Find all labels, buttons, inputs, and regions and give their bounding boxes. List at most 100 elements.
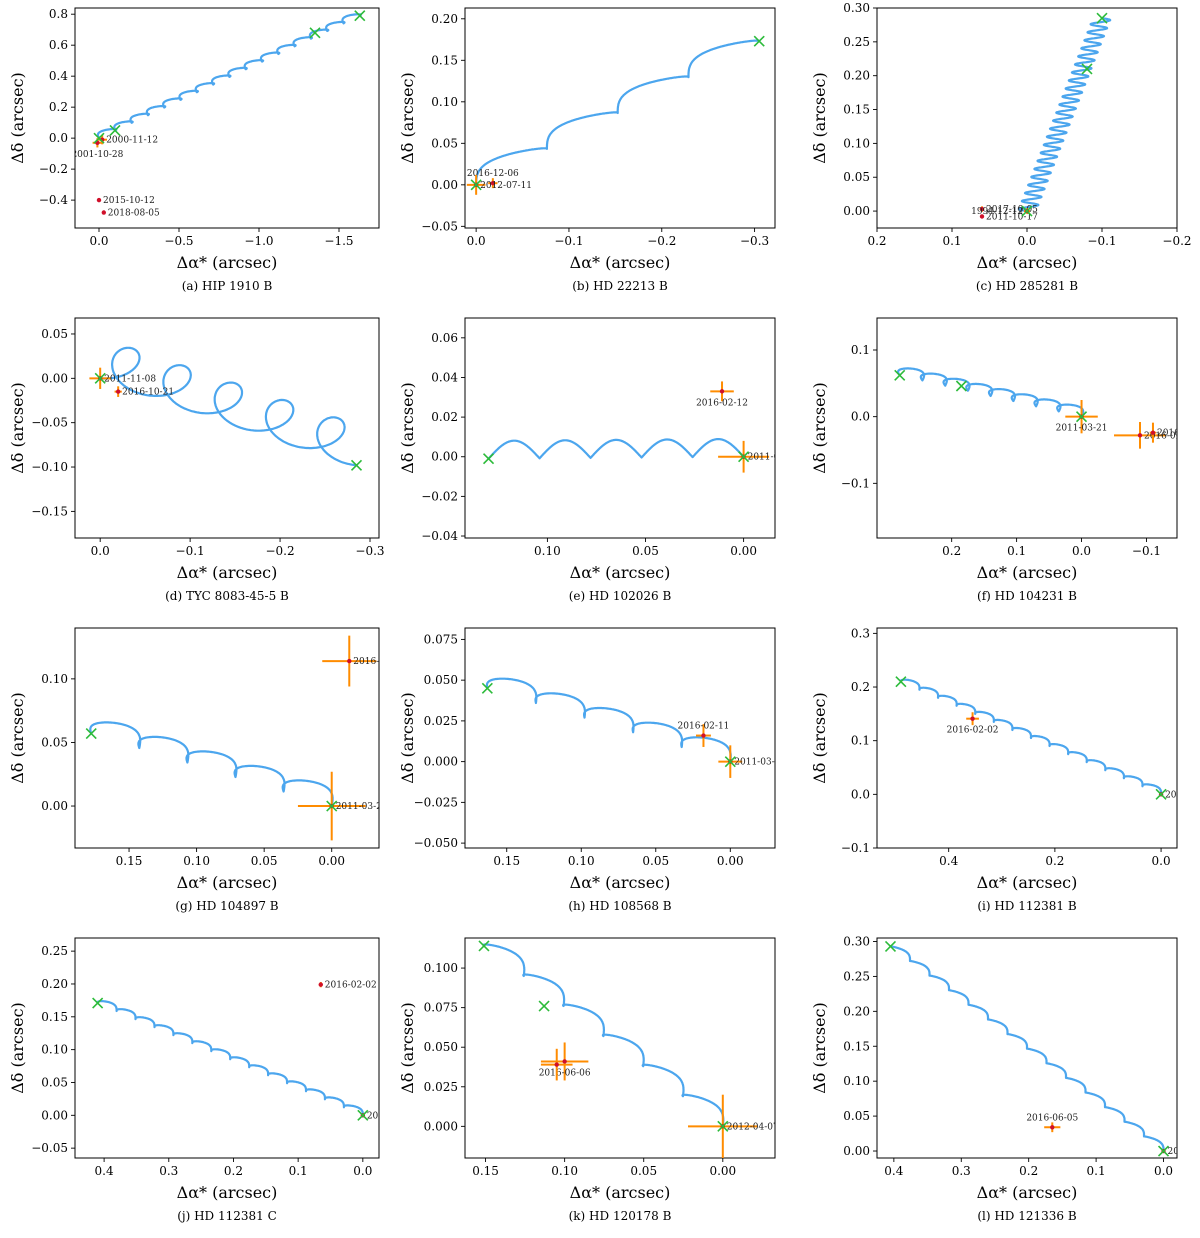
x-tick-label: 0.0: [353, 1164, 372, 1178]
predicted-position-marker: [326, 800, 338, 812]
x-tick-label: 0.00: [709, 1164, 736, 1178]
y-tick-label: 0.00: [41, 371, 68, 385]
x-axis-label: Δα* (arcsec): [570, 873, 671, 892]
background-track-line: [899, 678, 1163, 796]
epoch-label: 2016-02-02: [325, 981, 377, 991]
x-tick-label: 0.2: [867, 234, 886, 248]
predicted-position-marker: [309, 27, 321, 39]
predicted-position-marker: [85, 727, 97, 740]
y-tick-label: 0.00: [41, 1108, 68, 1122]
y-tick-label: −0.05: [31, 416, 68, 430]
epoch-label: 2016-02-12: [1144, 431, 1196, 441]
panel-k: 0.15 0.10 0.05 0.00 0.000 0.025 0.050 0.075 0.10…: [398, 937, 779, 1223]
epoch-label: 2012-04-07: [727, 1122, 779, 1132]
epoch-label: 2016-12-06: [467, 169, 519, 179]
axes-frame: [464, 317, 776, 539]
y-tick-label: 0.05: [41, 327, 68, 341]
predicted-position-marker: [93, 132, 105, 144]
x-tick-label: 0.15: [116, 854, 143, 868]
y-axis-label: Δδ (arcsec): [810, 692, 829, 784]
observation-point: [101, 210, 107, 215]
observation-point: [970, 716, 975, 721]
y-tick-label: 0.10: [41, 1043, 68, 1057]
y-tick-label: 0.25: [843, 969, 870, 983]
x-tick-label: 0.05: [632, 544, 659, 558]
y-tick-label: 0.02: [431, 410, 458, 424]
panel-e: 0.10 0.05 0.00 −0.04 −0.02 0.00 0.02 0.04 0.06 Δα…: [398, 317, 776, 603]
x-tick-label: 0.3: [952, 1164, 971, 1178]
x-tick-label: 0.1: [942, 234, 961, 248]
predicted-position-marker: [1096, 12, 1108, 24]
y-tick-label: 0.20: [41, 977, 68, 991]
predicted-position-marker: [894, 369, 906, 381]
plot-area: 2016-02-11 2011-03-03: [481, 677, 786, 778]
epoch-label: 2016-02-11: [678, 722, 730, 732]
y-tick-label: −0.15: [31, 504, 68, 518]
plot-area: 2016-06-06 2012-04-07: [478, 940, 779, 1158]
epoch-label: 1994-12-12: [971, 207, 1023, 217]
x-tick-label: 0.2: [942, 544, 961, 558]
y-tick-label: 0.20: [843, 1004, 870, 1018]
panel-g: 0.15 0.10 0.05 0.00 0.00 0.05 0.10 Δα* (arcsec)…: [8, 627, 405, 913]
y-tick-label: 0.6: [49, 38, 68, 52]
y-tick-label: 0.15: [843, 1039, 870, 1053]
y-tick-label: 0.06: [431, 331, 458, 345]
epoch-label: 2016-10-21: [122, 388, 174, 398]
predicted-position-marker: [1081, 63, 1093, 75]
y-axis-label: Δδ (arcsec): [8, 692, 27, 784]
x-axis-label: Δα* (arcsec): [570, 253, 671, 272]
observation-point: [318, 982, 323, 987]
x-tick-label: 0.1: [1007, 544, 1026, 558]
epoch-label: 2011-03-21: [336, 802, 388, 812]
epoch-label: 2016-06-06: [539, 1068, 591, 1078]
predicted-position-marker: [350, 459, 363, 471]
epoch-label: 2011-03-03: [734, 758, 786, 768]
panel-caption: (d) TYC 8083-45-5 B: [165, 589, 289, 603]
predicted-position-marker: [753, 35, 765, 47]
observation-point: [562, 1059, 567, 1064]
y-tick-label: 0.30: [843, 934, 870, 948]
x-tick-label: 0.0: [467, 234, 486, 248]
x-tick-label: 0.0: [1154, 1164, 1173, 1178]
panel-caption: (f) HD 104231 B: [977, 589, 1077, 603]
panel-caption: (k) HD 120178 B: [569, 1209, 672, 1223]
y-axis-label: Δδ (arcsec): [810, 72, 829, 164]
predicted-position-marker: [1021, 205, 1033, 217]
x-tick-label: 0.0: [1152, 854, 1171, 868]
x-tick-label: 0.1: [289, 1164, 308, 1178]
y-tick-label: 0.00: [843, 204, 870, 218]
observation-point: [701, 733, 706, 738]
epoch-label: 2015-10-12: [103, 196, 155, 206]
background-track-line: [475, 39, 761, 186]
y-tick-label: 0.0: [49, 131, 68, 145]
epoch-label: 2016-02-11: [353, 657, 405, 667]
epoch-label: 2016-04-04: [1157, 429, 1200, 439]
background-track-line: [485, 677, 732, 763]
x-tick-label: 0.2: [224, 1164, 243, 1178]
x-axis-label: Δα* (arcsec): [570, 1183, 671, 1202]
predicted-position-marker: [92, 997, 104, 1009]
y-tick-label: 0.15: [41, 1010, 68, 1024]
x-tick-label: 0.05: [642, 854, 669, 868]
predicted-position-marker: [354, 10, 366, 22]
predicted-position-marker: [470, 179, 482, 191]
panel-j: 0.4 0.3 0.2 0.1 0.0 −0.05 0.00 0.05 0.10 0.15 0.20…: [8, 937, 380, 1223]
axes-frame: [74, 937, 380, 1159]
panel-b: 0.0 −0.1 −0.2 −0.3 −0.05 0.00 0.05 0.10 0.15 0.20…: [398, 7, 776, 293]
x-tick-label: 0.15: [472, 1164, 499, 1178]
y-tick-label: 0.050: [424, 1040, 458, 1054]
x-tick-label: −0.2: [1162, 234, 1191, 248]
observation-point: [347, 658, 352, 664]
y-tick-label: −0.2: [39, 162, 68, 176]
x-tick-label: 0.0: [89, 234, 108, 248]
y-tick-label: −0.05: [31, 1141, 68, 1155]
x-tick-label: −0.3: [740, 234, 769, 248]
y-axis-label: Δδ (arcsec): [810, 1002, 829, 1094]
observation-point: [979, 214, 985, 219]
epoch-label: 2001-10-28: [1165, 790, 1200, 800]
predicted-position-marker: [717, 1120, 729, 1132]
epoch-label: 2012-07-11: [480, 181, 532, 191]
panel-caption: (l) HD 121336 B: [977, 1209, 1077, 1223]
x-axis-label: Δα* (arcsec): [177, 253, 278, 272]
